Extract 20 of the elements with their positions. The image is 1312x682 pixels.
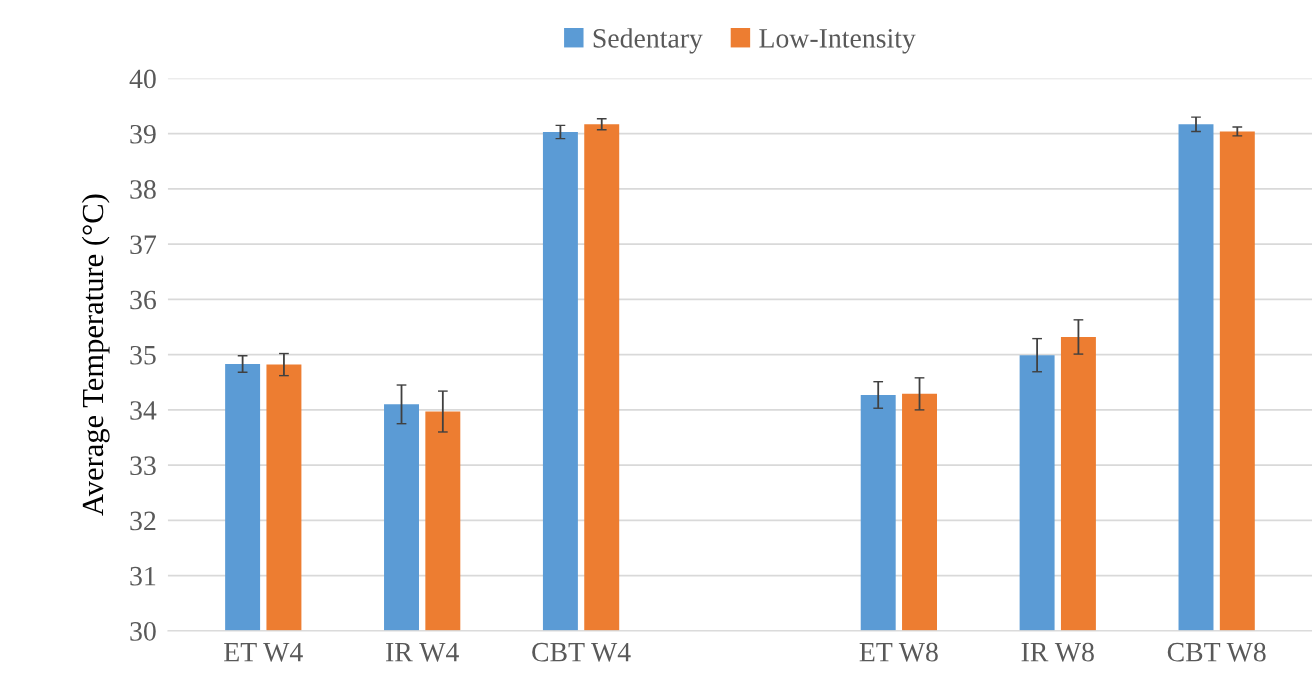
x-tick-label: CBT W4 [532,642,631,662]
y-tick-label: 35 [130,345,156,365]
y-tick-label: 38 [130,180,156,199]
y-axis-title: Average Temperature (°C) [81,194,110,516]
y-tick-label: 40 [129,69,156,89]
y-tick-label: 33 [130,456,156,476]
legend-label: Sedentary [593,28,703,54]
y-tick-label: 37 [130,235,157,255]
x-tick-label: ET W4 [224,642,303,662]
y-tick-label: 30 [130,622,156,641]
y-tick-label: 36 [130,290,156,310]
y-tick-label: 32 [130,511,156,531]
x-tick-label: ET W8 [859,642,938,662]
legend-label: Low-Intensity [759,29,916,54]
x-tick-label: IR W8 [1021,642,1094,662]
y-tick-label: 31 [130,566,156,586]
y-tick-label: 34 [130,401,157,420]
y-tick-label: 39 [130,124,156,144]
x-tick-label: CBT W8 [1167,642,1266,662]
x-tick-label: IR W4 [386,642,459,662]
